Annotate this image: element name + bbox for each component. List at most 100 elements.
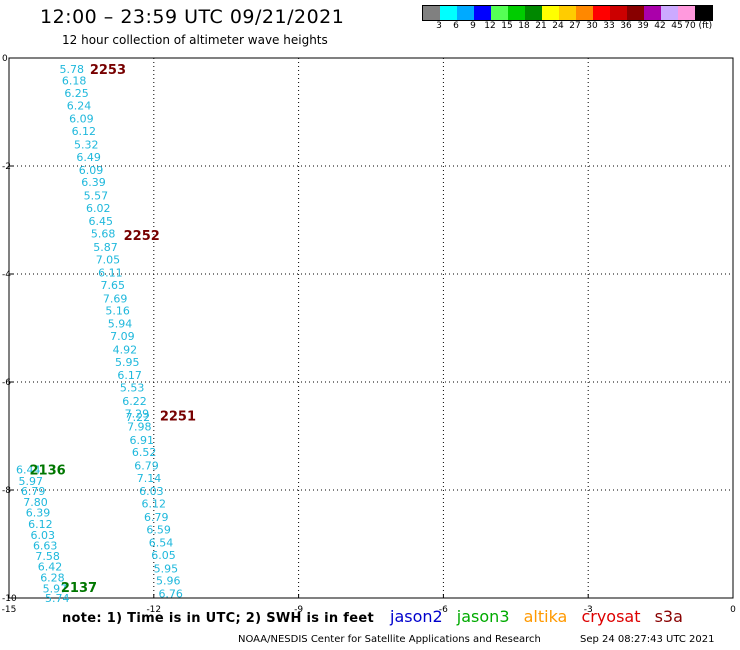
data-point-label: 5.68 xyxy=(91,228,116,241)
footer-note: note: 1) Time is in UTC; 2) SWH is in fe… xyxy=(62,611,374,626)
color-scale-label: 24 xyxy=(552,21,564,31)
color-scale-swatch xyxy=(661,6,678,20)
data-point-label: 6.45 xyxy=(88,215,113,228)
color-scale-swatch xyxy=(440,6,457,20)
data-point-label: 7.98 xyxy=(127,420,152,433)
color-scale-swatch xyxy=(678,6,695,20)
y-tick-label: -4 xyxy=(2,270,11,280)
data-point-label: 6.09 xyxy=(69,112,94,125)
data-point-label: 6.91 xyxy=(129,434,154,447)
data-point-label: 6.24 xyxy=(67,100,92,113)
color-scale-label: 9 xyxy=(470,21,476,31)
data-point-label: 6.17 xyxy=(117,369,142,382)
data-point-label: 6.03 xyxy=(139,485,164,498)
x-tick-label: -6 xyxy=(439,605,448,615)
data-point-label: 7.09 xyxy=(110,330,135,343)
y-tick-label: -10 xyxy=(2,594,17,604)
data-point-label: 6.05 xyxy=(151,549,176,562)
color-scale-swatch xyxy=(610,6,627,20)
color-scale-labels: 3 6 9 12 15 18 21 24 27 30 33 36 39 42 45 70 (ft) xyxy=(422,21,740,33)
data-point-label: 7.29 xyxy=(125,407,150,420)
data-point-label: 6.12 xyxy=(72,125,97,138)
generated-timestamp: Sep 24 08:27:43 UTC 2021 xyxy=(580,634,715,645)
x-tick-label: -15 xyxy=(2,605,17,615)
color-scale-swatch xyxy=(559,6,576,20)
data-point-label: 5.97 xyxy=(18,475,43,488)
data-point-label: 5.74 xyxy=(45,592,70,605)
color-scale-swatch xyxy=(525,6,542,20)
data-point-label: 6.02 xyxy=(86,202,111,215)
credit-line: NOAA/NESDIS Center for Satellite Applica… xyxy=(238,634,541,645)
color-scale-swatch xyxy=(457,6,474,20)
data-point-label: 6.79 xyxy=(21,485,46,498)
data-point-label: 7.14 xyxy=(137,472,162,485)
plot-frame xyxy=(8,57,734,599)
data-point-label: 7.65 xyxy=(101,279,126,292)
color-scale-swatch xyxy=(627,6,644,20)
data-point-label: 4.92 xyxy=(113,344,138,357)
color-scale-swatch xyxy=(474,6,491,20)
color-scale-swatch xyxy=(576,6,593,20)
data-point-label: 6.39 xyxy=(26,507,51,520)
color-scale-swatch xyxy=(508,6,525,20)
pass-annotation: 2137 xyxy=(61,581,97,596)
y-tick-label: 0 xyxy=(2,54,8,64)
data-point-label: 5.32 xyxy=(74,138,99,151)
page-subtitle: 12 hour collection of altimeter wave hei… xyxy=(62,33,328,47)
data-point-label: 6.12 xyxy=(142,498,167,511)
x-tick-label: -9 xyxy=(294,605,303,615)
data-point-label: 5.53 xyxy=(120,381,145,394)
data-point-label: 6.22 xyxy=(122,395,147,408)
y-tick-label: -8 xyxy=(2,486,11,496)
color-scale-label: 36 xyxy=(620,21,632,31)
data-point-label: 7.22 xyxy=(126,411,151,424)
color-scale-swatch xyxy=(644,6,661,20)
data-point-label: 6.09 xyxy=(79,164,104,177)
color-scale-label: 18 xyxy=(518,21,530,31)
data-point-label: 6.79 xyxy=(134,460,159,473)
data-point-label: 5.94 xyxy=(108,318,133,331)
data-point-label: 7.69 xyxy=(103,292,128,305)
data-point-label: 5.96 xyxy=(156,575,181,588)
data-point-label: 5.97 xyxy=(43,582,68,595)
data-point-label: 6.12 xyxy=(28,518,53,531)
x-tick-label: -3 xyxy=(584,605,593,615)
color-scale-label: 6 xyxy=(453,21,459,31)
data-point-label: 5.16 xyxy=(105,305,130,318)
mission-legend-item: cryosat xyxy=(581,607,641,626)
data-point-label: 6.79 xyxy=(144,511,169,524)
data-point-label: 7.58 xyxy=(35,550,60,563)
mission-legend-item: jason3 xyxy=(456,607,510,626)
color-scale-label: 30 xyxy=(586,21,598,31)
color-scale-label: 42 xyxy=(654,21,666,31)
color-scale-swatch xyxy=(695,6,712,20)
data-point-label: 6.28 xyxy=(40,571,65,584)
mission-legend: jason2 jason3 altika cryosat s3a xyxy=(390,607,692,626)
color-scale-swatch xyxy=(491,6,508,20)
data-point-label: 6.63 xyxy=(33,540,58,553)
color-scale-label: 39 xyxy=(637,21,649,31)
data-point-label: 6.59 xyxy=(146,523,171,536)
data-point-label: 7.05 xyxy=(96,253,121,266)
data-point-label: 6.42 xyxy=(38,561,63,574)
color-scale-label: 3 xyxy=(436,21,442,31)
color-scale-label: 12 xyxy=(484,21,496,31)
color-scale-swatch xyxy=(542,6,559,20)
data-point-label: 6.25 xyxy=(64,87,89,100)
color-scale-swatch xyxy=(593,6,610,20)
color-scale-label: 45 xyxy=(671,21,683,31)
x-tick-label: 0 xyxy=(730,605,736,615)
color-scale-label: 21 xyxy=(535,21,547,31)
data-point-label: 6.44 xyxy=(16,463,41,476)
data-point-label: 6.18 xyxy=(62,75,87,88)
data-point-label: 6.76 xyxy=(158,588,183,601)
data-point-label: 6.52 xyxy=(132,446,157,459)
data-point-label: 6.39 xyxy=(81,176,106,189)
pass-annotation: 2251 xyxy=(160,409,196,424)
data-point-label: 6.49 xyxy=(76,151,101,164)
page-title: 12:00 – 23:59 UTC 09/21/2021 xyxy=(40,6,345,28)
pass-annotation: 2253 xyxy=(90,63,126,78)
mission-legend-item: s3a xyxy=(654,607,683,626)
x-tick-label: -12 xyxy=(146,605,161,615)
